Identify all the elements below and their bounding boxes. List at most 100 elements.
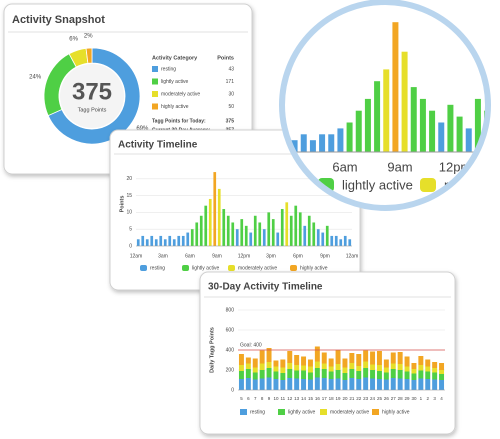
bar bbox=[411, 363, 417, 369]
x-tick-label: 6pm bbox=[293, 253, 303, 259]
bar bbox=[307, 379, 313, 390]
y-tick-label: 5 bbox=[129, 227, 132, 233]
x-tick-label: 7 bbox=[254, 396, 257, 401]
bar bbox=[374, 81, 381, 152]
bar bbox=[335, 350, 341, 364]
bar bbox=[238, 365, 244, 371]
bar bbox=[410, 87, 417, 152]
bar bbox=[186, 232, 190, 246]
bar bbox=[397, 378, 403, 390]
bar bbox=[314, 361, 320, 368]
bar bbox=[411, 373, 417, 380]
x-tick-label: 16 bbox=[315, 396, 321, 401]
bar bbox=[343, 235, 347, 246]
bar bbox=[356, 354, 362, 366]
x-tick-label: 6am bbox=[185, 253, 195, 259]
bar bbox=[425, 379, 431, 390]
x-tick-label: 18 bbox=[329, 396, 335, 401]
bar bbox=[321, 352, 327, 364]
x-tick-label: 24 bbox=[370, 396, 376, 401]
bar bbox=[287, 378, 293, 390]
bar bbox=[432, 379, 438, 390]
bar bbox=[159, 235, 163, 246]
bar bbox=[301, 356, 307, 366]
bar bbox=[363, 377, 369, 390]
bar bbox=[154, 239, 158, 246]
bar bbox=[425, 371, 431, 379]
data-label: 69% bbox=[136, 126, 149, 132]
legend-swatch bbox=[240, 409, 247, 415]
bar bbox=[376, 351, 382, 365]
bar bbox=[141, 235, 145, 246]
bar bbox=[145, 239, 149, 246]
bar bbox=[307, 215, 311, 246]
snapshot-card: Activity Snapshot 69% 24% 6% 2% 375 Tagg Poin… bbox=[3, 3, 253, 175]
bar bbox=[316, 229, 320, 246]
y-tick-label: 400 bbox=[226, 347, 235, 353]
table-cell: 43 bbox=[228, 66, 234, 72]
bar bbox=[301, 379, 307, 390]
bar bbox=[321, 363, 327, 369]
legend-swatch bbox=[372, 409, 379, 415]
bar bbox=[301, 365, 307, 371]
bar bbox=[425, 366, 431, 372]
bar bbox=[312, 222, 316, 246]
y-tick-label: 15 bbox=[126, 193, 132, 199]
bar bbox=[273, 366, 279, 372]
bar bbox=[376, 371, 382, 379]
bar bbox=[390, 352, 396, 364]
x-tick-label: 3 bbox=[433, 396, 436, 401]
bar bbox=[337, 128, 344, 152]
table-cell: lightly active bbox=[161, 79, 188, 85]
bar bbox=[328, 358, 334, 367]
bar bbox=[493, 123, 499, 153]
bar bbox=[335, 370, 341, 379]
bar bbox=[321, 232, 325, 246]
donut-segment bbox=[47, 47, 141, 145]
legend-label: resting bbox=[150, 265, 165, 271]
bar bbox=[342, 373, 348, 380]
summary-value: 375 bbox=[226, 118, 235, 124]
bar bbox=[314, 377, 320, 390]
y-tick-label: 20 bbox=[126, 176, 132, 182]
bar bbox=[213, 172, 217, 246]
x-tick-label: 9am bbox=[212, 253, 222, 259]
bar bbox=[447, 104, 454, 152]
bar bbox=[439, 370, 445, 374]
bar bbox=[342, 380, 348, 390]
bar bbox=[335, 378, 341, 390]
x-tick-label: 12am bbox=[130, 253, 143, 259]
bar bbox=[287, 369, 293, 378]
bar bbox=[429, 110, 436, 152]
bar bbox=[438, 122, 445, 152]
bar bbox=[253, 215, 257, 246]
bar bbox=[342, 358, 348, 368]
legend-label: lightly active bbox=[192, 265, 219, 271]
legend-swatch bbox=[228, 265, 235, 271]
bar bbox=[439, 380, 445, 390]
bar bbox=[334, 235, 338, 246]
card-title: Activity Snapshot bbox=[12, 14, 105, 26]
bar bbox=[294, 378, 300, 390]
donut-segment bbox=[85, 47, 93, 64]
category-icon bbox=[152, 78, 158, 85]
bar bbox=[208, 198, 212, 246]
bar bbox=[258, 222, 262, 246]
legend-swatch bbox=[290, 265, 297, 271]
x-tick-label: 4 bbox=[440, 396, 443, 401]
bar bbox=[280, 380, 286, 390]
bar bbox=[280, 209, 284, 246]
bar bbox=[150, 235, 154, 246]
x-tick-label: 6am bbox=[332, 159, 357, 174]
category-icon bbox=[152, 103, 158, 110]
legend-label: lightly active bbox=[288, 409, 315, 415]
bar bbox=[235, 229, 239, 246]
zoom-lens: 12am3am6am9am12pm3pm6pm9pm12amlightly ac… bbox=[279, 0, 499, 211]
bar bbox=[238, 371, 244, 379]
category-icon bbox=[152, 91, 158, 97]
bar bbox=[348, 239, 352, 246]
bar bbox=[321, 369, 327, 378]
bar bbox=[390, 378, 396, 390]
bar bbox=[245, 369, 251, 378]
x-tick-label: 1 bbox=[420, 396, 423, 401]
